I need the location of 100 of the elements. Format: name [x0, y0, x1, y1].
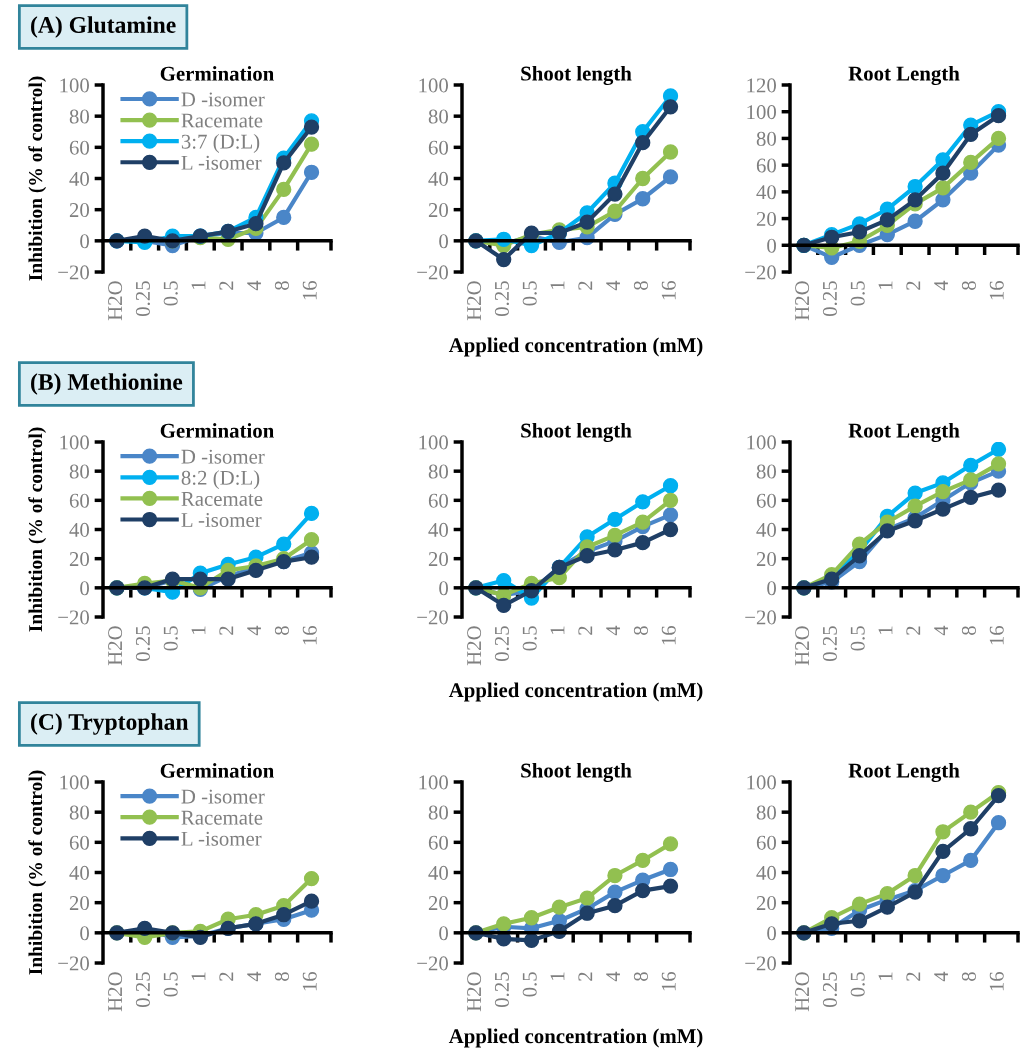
point	[935, 824, 951, 840]
y-tick-label: 60	[69, 140, 90, 155]
chart-title: Root Length	[848, 65, 960, 85]
point	[935, 843, 951, 860]
point	[496, 251, 512, 268]
point	[879, 885, 895, 902]
y-tick-label: 20	[428, 896, 449, 911]
x-tick-label: H2O	[108, 972, 123, 1012]
y-tick-label: −20	[417, 610, 449, 625]
y-axis-title: Inhibition (% of control)	[28, 770, 47, 975]
x-tick-label: H2O	[795, 972, 810, 1012]
point	[851, 548, 868, 564]
point	[963, 804, 979, 820]
point	[963, 821, 979, 837]
x-tick-label: 0.5	[850, 626, 865, 651]
point	[907, 485, 923, 501]
y-tick-label: 20	[756, 552, 777, 567]
point	[662, 521, 679, 538]
point	[851, 896, 868, 912]
point	[303, 505, 320, 522]
x-tick-label: 2	[578, 972, 593, 981]
y-tick-label: 20	[69, 203, 90, 218]
x-tick-label: 2	[906, 972, 921, 981]
y-tick-label: 100	[747, 105, 777, 120]
y-tick-label: 100	[747, 435, 777, 450]
y-tick-label: 0	[439, 581, 449, 596]
x-tick-label: 2	[578, 281, 593, 290]
point	[662, 861, 679, 878]
point	[662, 169, 679, 185]
y-tick-label: 40	[428, 522, 449, 537]
point	[303, 164, 320, 180]
y-tick-label: 60	[756, 835, 777, 850]
point	[879, 212, 895, 228]
legend-label: Racemate	[181, 810, 263, 825]
point	[662, 492, 679, 508]
point	[523, 932, 540, 949]
x-tick-label: 8	[961, 972, 976, 981]
legend-label: Racemate	[181, 113, 263, 128]
y-tick-label: 100	[747, 775, 777, 790]
point	[907, 178, 923, 195]
y-tick-label: 40	[428, 171, 449, 186]
point	[662, 507, 679, 523]
y-tick-label: −20	[58, 956, 90, 971]
x-tick-label: 0.5	[850, 281, 865, 306]
y-tick-label: 100	[60, 435, 90, 450]
y-tick-label: 100	[419, 78, 449, 93]
y-tick-label: 80	[756, 805, 777, 820]
point	[990, 130, 1007, 147]
x-axis-title: Applied concentration (mM)	[448, 337, 703, 357]
point	[635, 135, 651, 151]
x-tick-label: 2	[906, 281, 921, 290]
x-tick-label: 16	[302, 625, 317, 645]
x-tick-label: 1	[550, 626, 565, 634]
x-tick-label: 0.5	[163, 972, 178, 997]
point	[579, 905, 595, 921]
y-tick-label: 40	[756, 522, 777, 537]
y-tick-label: −20	[58, 265, 90, 280]
chart-title: Shoot length	[521, 65, 632, 85]
point	[990, 442, 1007, 457]
point	[963, 489, 979, 506]
y-tick-label: 40	[69, 171, 90, 186]
y-tick-label: 60	[428, 493, 449, 508]
legend-label: D -isomer	[181, 789, 265, 804]
chart-title: Shoot length	[521, 762, 632, 782]
point	[907, 498, 923, 514]
point	[303, 119, 320, 135]
x-tick-label: 0.25	[494, 281, 510, 316]
x-tick-label: 0.5	[522, 281, 537, 306]
x-tick-label: 8	[633, 281, 648, 290]
x-tick-label: 0.25	[135, 281, 151, 316]
y-tick-label: 80	[69, 805, 90, 820]
x-tick-label: H2O	[795, 281, 810, 321]
y-tick-label: 20	[69, 552, 90, 567]
legend-label: L -isomer	[181, 831, 262, 846]
x-tick-label: 1	[878, 281, 893, 289]
point	[303, 136, 320, 152]
x-tick-label: 1	[878, 626, 893, 634]
x-tick-label: 0.25	[822, 972, 838, 1007]
x-tick-label: 2	[906, 626, 921, 635]
point	[662, 836, 679, 852]
chart-title: Root Length	[848, 762, 960, 782]
x-tick-label: 16	[661, 280, 676, 300]
point	[990, 456, 1007, 472]
point	[990, 108, 1007, 124]
y-tick-label: 0	[767, 581, 777, 596]
y-tick-label: 80	[428, 109, 449, 124]
point	[635, 534, 651, 551]
point	[607, 511, 623, 527]
y-tick-label: 0	[80, 926, 90, 941]
y-tick-label: 80	[428, 805, 449, 820]
y-tick-label: 20	[69, 896, 90, 911]
point	[662, 478, 679, 494]
point	[635, 191, 651, 207]
x-tick-label: 8	[274, 972, 289, 981]
point	[635, 170, 651, 187]
y-tick-label: 20	[428, 203, 449, 218]
y-tick-label: 60	[69, 835, 90, 850]
point	[607, 867, 623, 884]
y-tick-label: 60	[428, 835, 449, 850]
point	[276, 155, 292, 171]
